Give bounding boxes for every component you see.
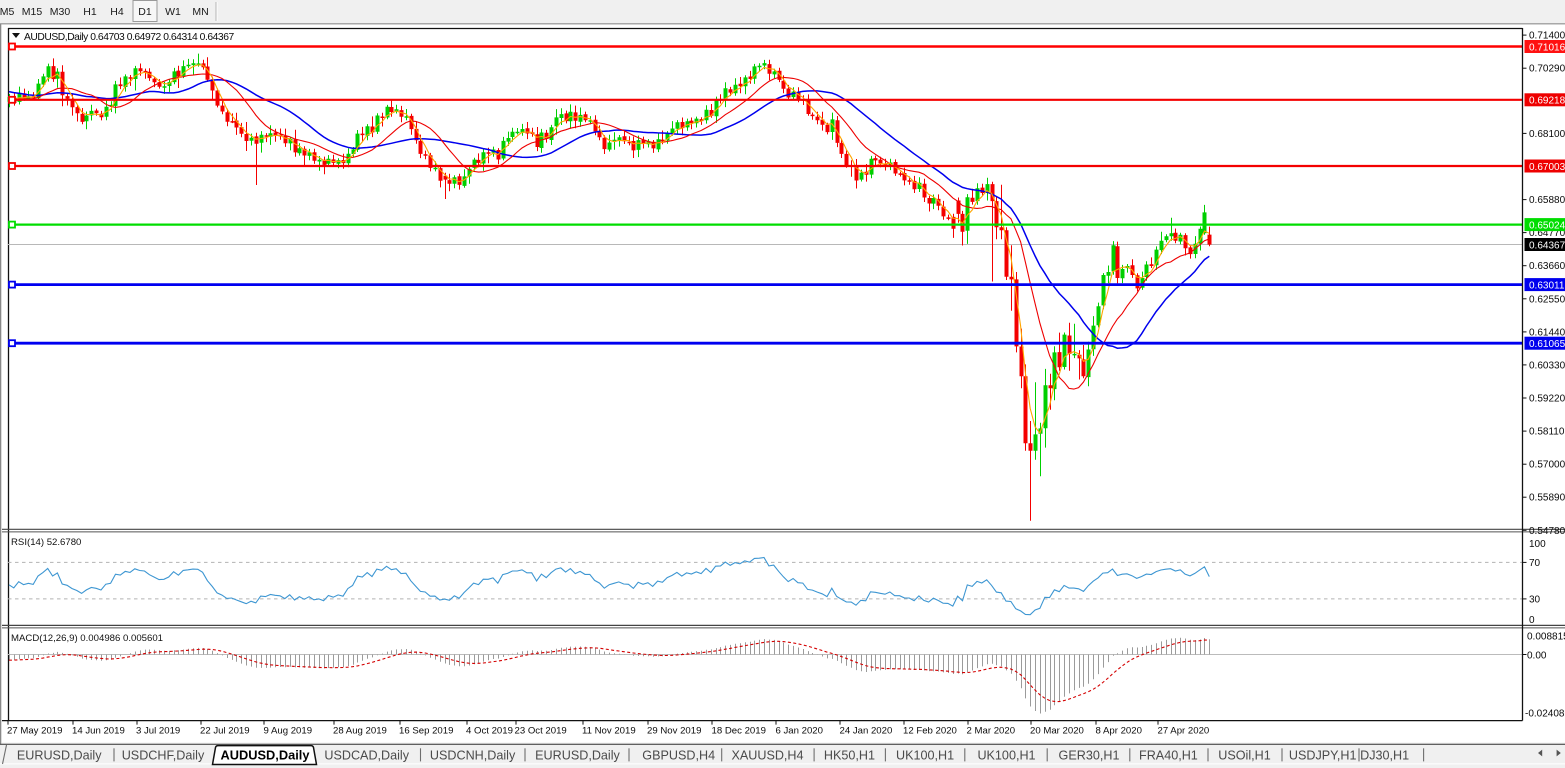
svg-text:EURUSD,Daily: EURUSD,Daily [17,748,102,762]
svg-text:H4: H4 [110,6,124,18]
svg-text:24 Jan 2020: 24 Jan 2020 [840,726,893,737]
svg-text:0.67003: 0.67003 [1529,162,1565,173]
svg-text:0.63011: 0.63011 [1529,280,1565,291]
svg-text:M5: M5 [0,6,14,18]
svg-text:H1: H1 [83,6,97,18]
svg-text:0: 0 [1529,615,1535,626]
svg-text:0.68100: 0.68100 [1529,129,1565,140]
svg-text:GBPUSD,H4: GBPUSD,H4 [642,748,715,762]
svg-text:0.58110: 0.58110 [1529,427,1565,438]
svg-text:M30: M30 [50,6,71,18]
svg-text:RSI(14) 52.6780: RSI(14) 52.6780 [11,537,81,548]
svg-text:0.63660: 0.63660 [1529,261,1565,272]
svg-text:0.54780: 0.54780 [1529,526,1565,537]
svg-text:MN: MN [192,6,208,18]
svg-text:0.59220: 0.59220 [1529,394,1565,405]
svg-text:2 Mar 2020: 2 Mar 2020 [967,726,1016,737]
svg-text:USDCAD,Daily: USDCAD,Daily [324,748,409,762]
svg-text:4 Oct 2019: 4 Oct 2019 [466,726,513,737]
svg-text:USDCNH,Daily: USDCNH,Daily [430,748,516,762]
svg-text:AUDUSD,Daily 0.64703 0.64972: AUDUSD,Daily 0.64703 0.64972 0.64314 0.6… [24,32,234,43]
svg-text:FRA40,H1: FRA40,H1 [1139,748,1198,762]
svg-text:M15: M15 [22,6,43,18]
svg-text:22 Jul 2019: 22 Jul 2019 [200,726,250,737]
svg-text:8 Apr 2020: 8 Apr 2020 [1096,726,1142,737]
svg-text:14 Jun 2019: 14 Jun 2019 [72,726,125,737]
svg-text:0.57000: 0.57000 [1529,460,1565,471]
svg-text:9 Aug 2019: 9 Aug 2019 [264,726,313,737]
svg-text:28 Aug 2019: 28 Aug 2019 [333,726,387,737]
svg-text:0.008815: 0.008815 [1527,631,1565,642]
svg-text:0.55890: 0.55890 [1529,493,1565,504]
svg-text:0.70290: 0.70290 [1529,64,1565,75]
svg-text:100: 100 [1529,539,1546,550]
svg-text:0.61440: 0.61440 [1529,327,1565,338]
svg-text:D1: D1 [138,6,152,18]
svg-text:20 Mar 2020: 20 Mar 2020 [1030,726,1084,737]
svg-text:0.64770: 0.64770 [1529,228,1565,239]
svg-text:12 Feb 2020: 12 Feb 2020 [903,726,957,737]
svg-text:0.64367: 0.64367 [1529,240,1565,251]
svg-text:DJ30,H1: DJ30,H1 [1360,748,1409,762]
svg-text:USDCHF,Daily: USDCHF,Daily [122,748,205,762]
svg-text:UK100,H1: UK100,H1 [977,748,1035,762]
svg-text:11 Nov 2019: 11 Nov 2019 [582,726,636,737]
svg-text:UK100,H1: UK100,H1 [896,748,954,762]
svg-text:23 Oct 2019: 23 Oct 2019 [515,726,567,737]
svg-text:27 Apr 2020: 27 Apr 2020 [1158,726,1210,737]
svg-text:30: 30 [1529,595,1541,606]
svg-text:27 May 2019: 27 May 2019 [7,726,62,737]
svg-text:HK50,H1: HK50,H1 [824,748,875,762]
svg-text:16 Sep 2019: 16 Sep 2019 [399,726,453,737]
svg-text:70: 70 [1529,558,1541,569]
svg-text:0.62550: 0.62550 [1529,294,1565,305]
svg-text:0.61065: 0.61065 [1529,339,1565,350]
svg-text:0.00: 0.00 [1527,651,1547,662]
svg-text:0.60330: 0.60330 [1529,360,1565,371]
svg-text:GER30,H1: GER30,H1 [1059,748,1120,762]
svg-text:AUDUSD,Daily: AUDUSD,Daily [221,748,311,763]
svg-text:18 Dec 2019: 18 Dec 2019 [712,726,766,737]
svg-text:USDJPY,H1: USDJPY,H1 [1289,748,1357,762]
svg-text:EURUSD,Daily: EURUSD,Daily [535,748,620,762]
svg-text:0.71400: 0.71400 [1529,31,1565,42]
svg-text:0.69218: 0.69218 [1529,96,1565,107]
svg-text:29 Nov 2019: 29 Nov 2019 [647,726,701,737]
svg-text:XAUUSD,H4: XAUUSD,H4 [731,748,803,762]
svg-text:W1: W1 [165,6,181,18]
svg-text:0.65024: 0.65024 [1529,220,1565,231]
svg-text:USOil,H1: USOil,H1 [1218,748,1270,762]
svg-text:3 Jul 2019: 3 Jul 2019 [136,726,180,737]
svg-text:0.71016: 0.71016 [1529,42,1565,53]
svg-text:MACD(12,26,9) 0.004986 0.00560: MACD(12,26,9) 0.004986 0.005601 [11,633,163,644]
svg-text:0.65880: 0.65880 [1529,195,1565,206]
svg-text:6 Jan 2020: 6 Jan 2020 [776,726,823,737]
